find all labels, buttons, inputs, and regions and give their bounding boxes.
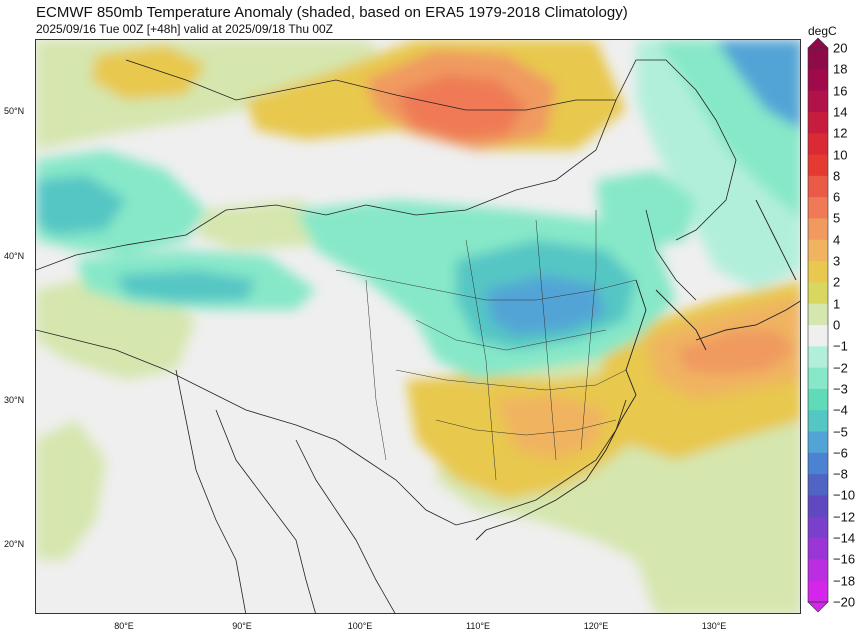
colorbar-tick-label: −1 [833, 338, 848, 354]
colorbar-tick-label: 16 [833, 83, 848, 99]
colorbar-tick-label: 3 [833, 253, 841, 269]
lat-tick-50n: 50°N [4, 106, 25, 116]
lon-tick-110e: 110°E [466, 621, 490, 631]
colorbar-swatch [808, 495, 828, 518]
colorbar-swatch [808, 133, 828, 156]
colorbar-swatch [808, 111, 828, 134]
colorbar-tick-label: 1 [833, 296, 841, 312]
colorbar-tick-label: −10 [833, 487, 856, 503]
colorbar-swatch [808, 410, 828, 433]
colorbar-tick-label: 12 [833, 125, 848, 141]
lon-tick-120e: 120°E [583, 621, 609, 631]
province-borders [335, 210, 637, 481]
colorbar-tick-label: 18 [833, 61, 848, 77]
colorbar-swatch [808, 325, 828, 347]
colorbar-swatch [808, 218, 828, 241]
lon-tick-130e: 130°E [701, 621, 727, 631]
lat-tick-40n: 40°N [4, 251, 25, 261]
colorbar-extend-bottom [807, 601, 829, 613]
colorbar-tick-label: 4 [833, 232, 841, 248]
colorbar-swatch [808, 261, 828, 283]
colorbar-tick-label: 5 [833, 210, 841, 226]
colorbar-swatch [808, 388, 828, 411]
coastline [475, 199, 800, 541]
colorbar-tick-label: −6 [833, 445, 848, 461]
colorbar-swatch [808, 303, 828, 326]
lat-tick-30n: 30°N [4, 395, 25, 405]
colorbar-tick-label: −2 [833, 360, 848, 376]
colorbar-tick-label: −4 [833, 402, 848, 418]
colorbar-tick-label: 8 [833, 168, 841, 184]
chart-title: ECMWF 850mb Temperature Anomaly (shaded,… [36, 4, 628, 21]
colorbar-tick-label: −16 [833, 551, 856, 567]
colorbar-tick-label: −8 [833, 466, 848, 482]
colorbar-swatch [808, 48, 828, 70]
country-borders [36, 59, 737, 613]
colorbar-extend-top [807, 37, 829, 49]
colorbar-swatch [808, 538, 828, 560]
lon-tick-80e: 80°E [114, 621, 134, 631]
colorbar-swatch [808, 580, 828, 603]
lon-tick-100e: 100°E [347, 621, 373, 631]
colorbar-swatch [808, 282, 828, 305]
colorbar-unit: degC [808, 24, 837, 38]
colorbar-swatch [808, 175, 828, 198]
colorbar-tick-label: 2 [833, 274, 841, 290]
lat-tick-20n: 20°N [4, 539, 25, 549]
colorbar-swatch [808, 239, 828, 262]
colorbar-tick-label: −12 [833, 509, 856, 525]
colorbar-frame [807, 47, 829, 603]
colorbar-tick-label: 20 [833, 40, 848, 56]
anomaly-map [36, 40, 800, 613]
map-panel [35, 39, 801, 614]
colorbar-swatch [808, 197, 828, 219]
colorbar-tick-label: 14 [833, 104, 848, 120]
colorbar-swatch [808, 346, 828, 369]
colorbar-swatch [808, 516, 828, 539]
anomaly-shading [36, 40, 800, 613]
colorbar-tick-label: −14 [833, 530, 856, 546]
chart-subtitle: 2025/09/16 Tue 00Z [+48h] valid at 2025/… [36, 22, 334, 36]
colorbar-swatch [808, 452, 828, 475]
colorbar-tick-label: 6 [833, 189, 841, 205]
colorbar-swatch [808, 367, 828, 390]
colorbar-swatch [808, 69, 828, 92]
colorbar-swatch [808, 154, 828, 177]
colorbar-tick-label: 10 [833, 147, 848, 163]
colorbar-tick-label: −18 [833, 573, 856, 589]
colorbar-swatch [808, 474, 828, 496]
lon-tick-90e: 90°E [232, 621, 252, 631]
colorbar-swatch [808, 431, 828, 454]
colorbar-swatch [808, 90, 828, 113]
colorbar-tick-label: 0 [833, 317, 841, 333]
colorbar-tick-label: −3 [833, 381, 848, 397]
colorbar-swatch [808, 559, 828, 582]
colorbar [807, 37, 829, 613]
colorbar-tick-label: −5 [833, 424, 848, 440]
colorbar-tick-label: −20 [833, 594, 856, 610]
